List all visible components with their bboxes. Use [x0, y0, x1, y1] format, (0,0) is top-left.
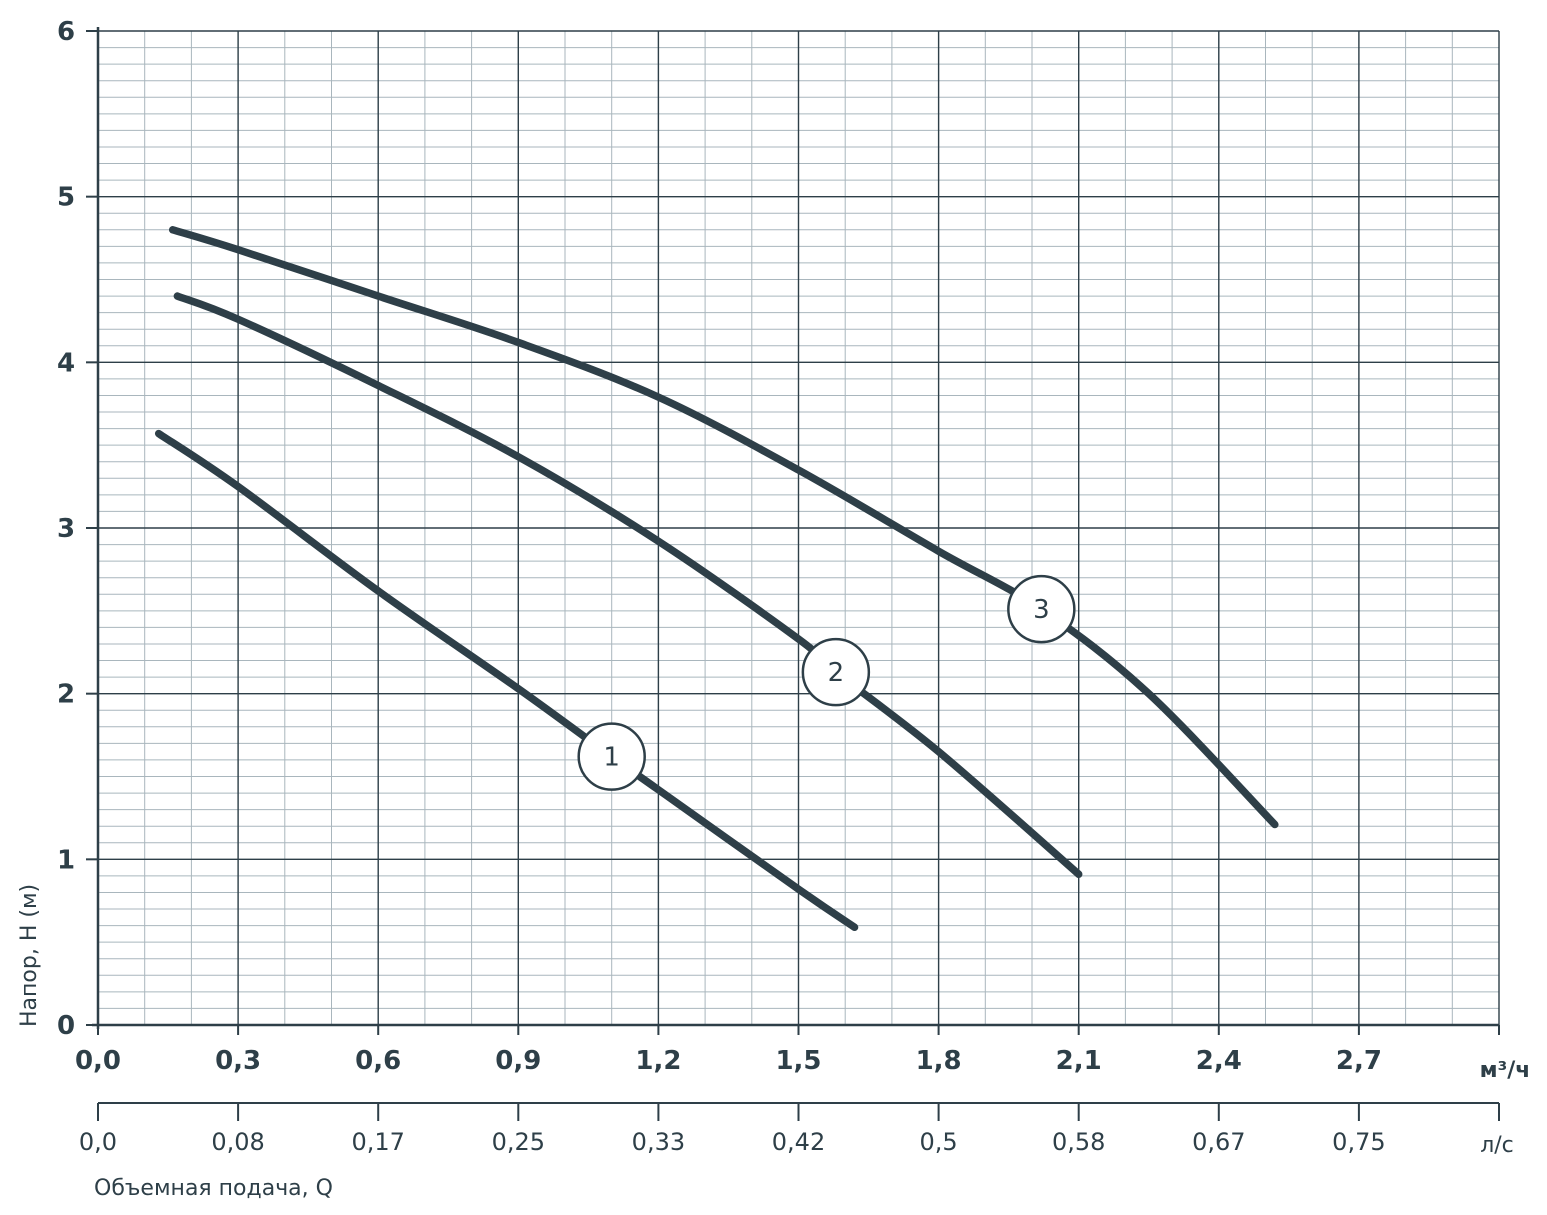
- curve-label-1: 1: [603, 743, 620, 773]
- axes: [86, 27, 1500, 1121]
- x2-tick-labels: 0,0 0,08 0,17 0,25 0,33 0,42 0,5 0,58 0,67 0,75: [79, 1128, 1386, 1156]
- x-tick-label: 2,1: [1056, 1046, 1102, 1076]
- curve-label-circle-3: [1007, 574, 1076, 644]
- curve-label-2: 2: [828, 658, 845, 688]
- x-tick-labels: 0,0 0,3 0,6 0,9 1,2 1,5 1,8 2,1 2,4 2,7: [75, 1046, 1382, 1076]
- curves: [154, 226, 1279, 932]
- y-tick-label: 2: [57, 680, 75, 710]
- y-tick-label: 6: [57, 17, 75, 47]
- x2-tick-label: 0,58: [1052, 1128, 1105, 1156]
- y-tick-label: 1: [57, 845, 75, 875]
- x-tick-label: 0,9: [495, 1046, 541, 1076]
- x-tick-label: 2,7: [1336, 1046, 1382, 1076]
- x-axis-title: Объемная подача, Q: [94, 1176, 333, 1201]
- y-tick-label: 0: [57, 1011, 75, 1041]
- x-tick-label: 0,3: [215, 1046, 261, 1076]
- x2-tick-label: 0,17: [351, 1128, 404, 1156]
- x-unit-label: м³/ч: [1480, 1058, 1531, 1083]
- x-tick-label: 2,4: [1196, 1046, 1242, 1076]
- x-tick-label: 1,8: [916, 1046, 962, 1076]
- curve-label-circle-1: [577, 722, 646, 791]
- x2-tick-label: 0,25: [492, 1128, 545, 1156]
- x2-tick-label: 0,75: [1332, 1128, 1385, 1156]
- y-axis-title: Напор, H (м): [17, 884, 42, 1027]
- curve-label-3: 3: [1033, 595, 1050, 625]
- x2-tick-label: 0,5: [920, 1128, 958, 1156]
- x-tick-label: 1,2: [635, 1046, 681, 1076]
- x2-tick-label: 0,0: [79, 1128, 117, 1156]
- curve-labels: 1 2 3: [577, 574, 1076, 791]
- x2-tick-label: 0,42: [772, 1128, 825, 1156]
- y-tick-label: 4: [57, 348, 75, 378]
- y-tick-label: 3: [57, 514, 75, 544]
- curve-2: [173, 292, 1083, 878]
- x-tick-label: 0,0: [75, 1046, 121, 1076]
- curve-3: [168, 226, 1279, 829]
- x2-tick-label: 0,67: [1192, 1128, 1245, 1156]
- y-tick-labels: 0 1 2 3 4 5 6: [57, 17, 75, 1041]
- x2-tick-label: 0,08: [211, 1128, 264, 1156]
- y-tick-label: 5: [57, 183, 75, 213]
- x-tick-label: 0,6: [355, 1046, 401, 1076]
- x2-unit-label: л/с: [1480, 1133, 1514, 1158]
- x2-tick-label: 0,33: [632, 1128, 685, 1156]
- x-tick-label: 1,5: [775, 1046, 821, 1076]
- curve-label-circle-2: [801, 637, 871, 707]
- curve-1: [154, 429, 859, 932]
